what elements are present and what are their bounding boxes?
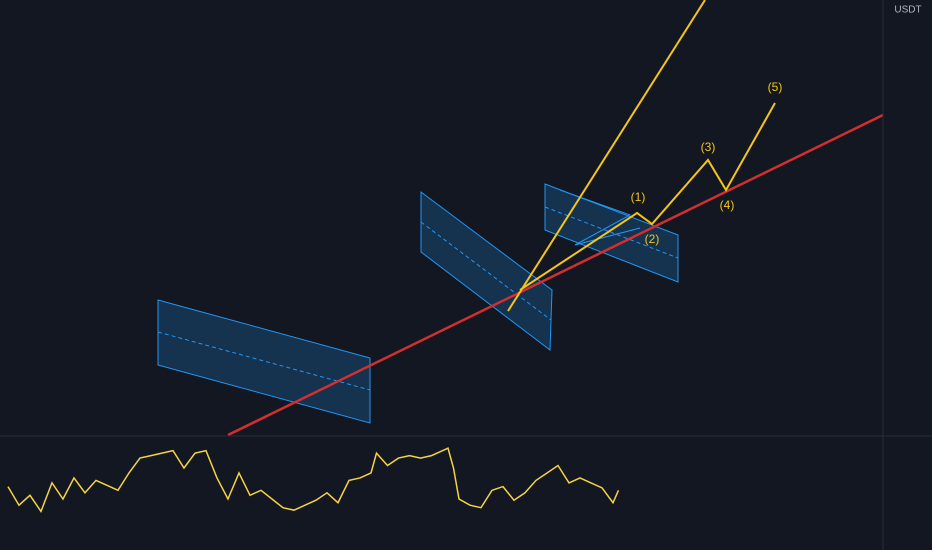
channel-midline: [420, 221, 552, 321]
channel-midline: [544, 206, 679, 259]
wave-path: [519, 102, 776, 291]
channel: [420, 191, 553, 351]
wave-label: (5): [768, 80, 783, 94]
marks-layer: [7, 447, 620, 514]
trend-lines: (1) (2) (3) (4) (5): [227, 0, 884, 437]
wave-label: (1): [631, 190, 646, 204]
rsi-line: [7, 447, 620, 514]
triangle: [559, 189, 641, 246]
wave-label: (3): [701, 140, 716, 154]
channel-midline: [157, 331, 371, 391]
trend-line: [507, 0, 706, 312]
trend-line: [227, 113, 884, 437]
currency: USDT: [894, 5, 921, 16]
wave-label: (2): [645, 232, 660, 246]
wave-label: (4): [720, 198, 735, 212]
